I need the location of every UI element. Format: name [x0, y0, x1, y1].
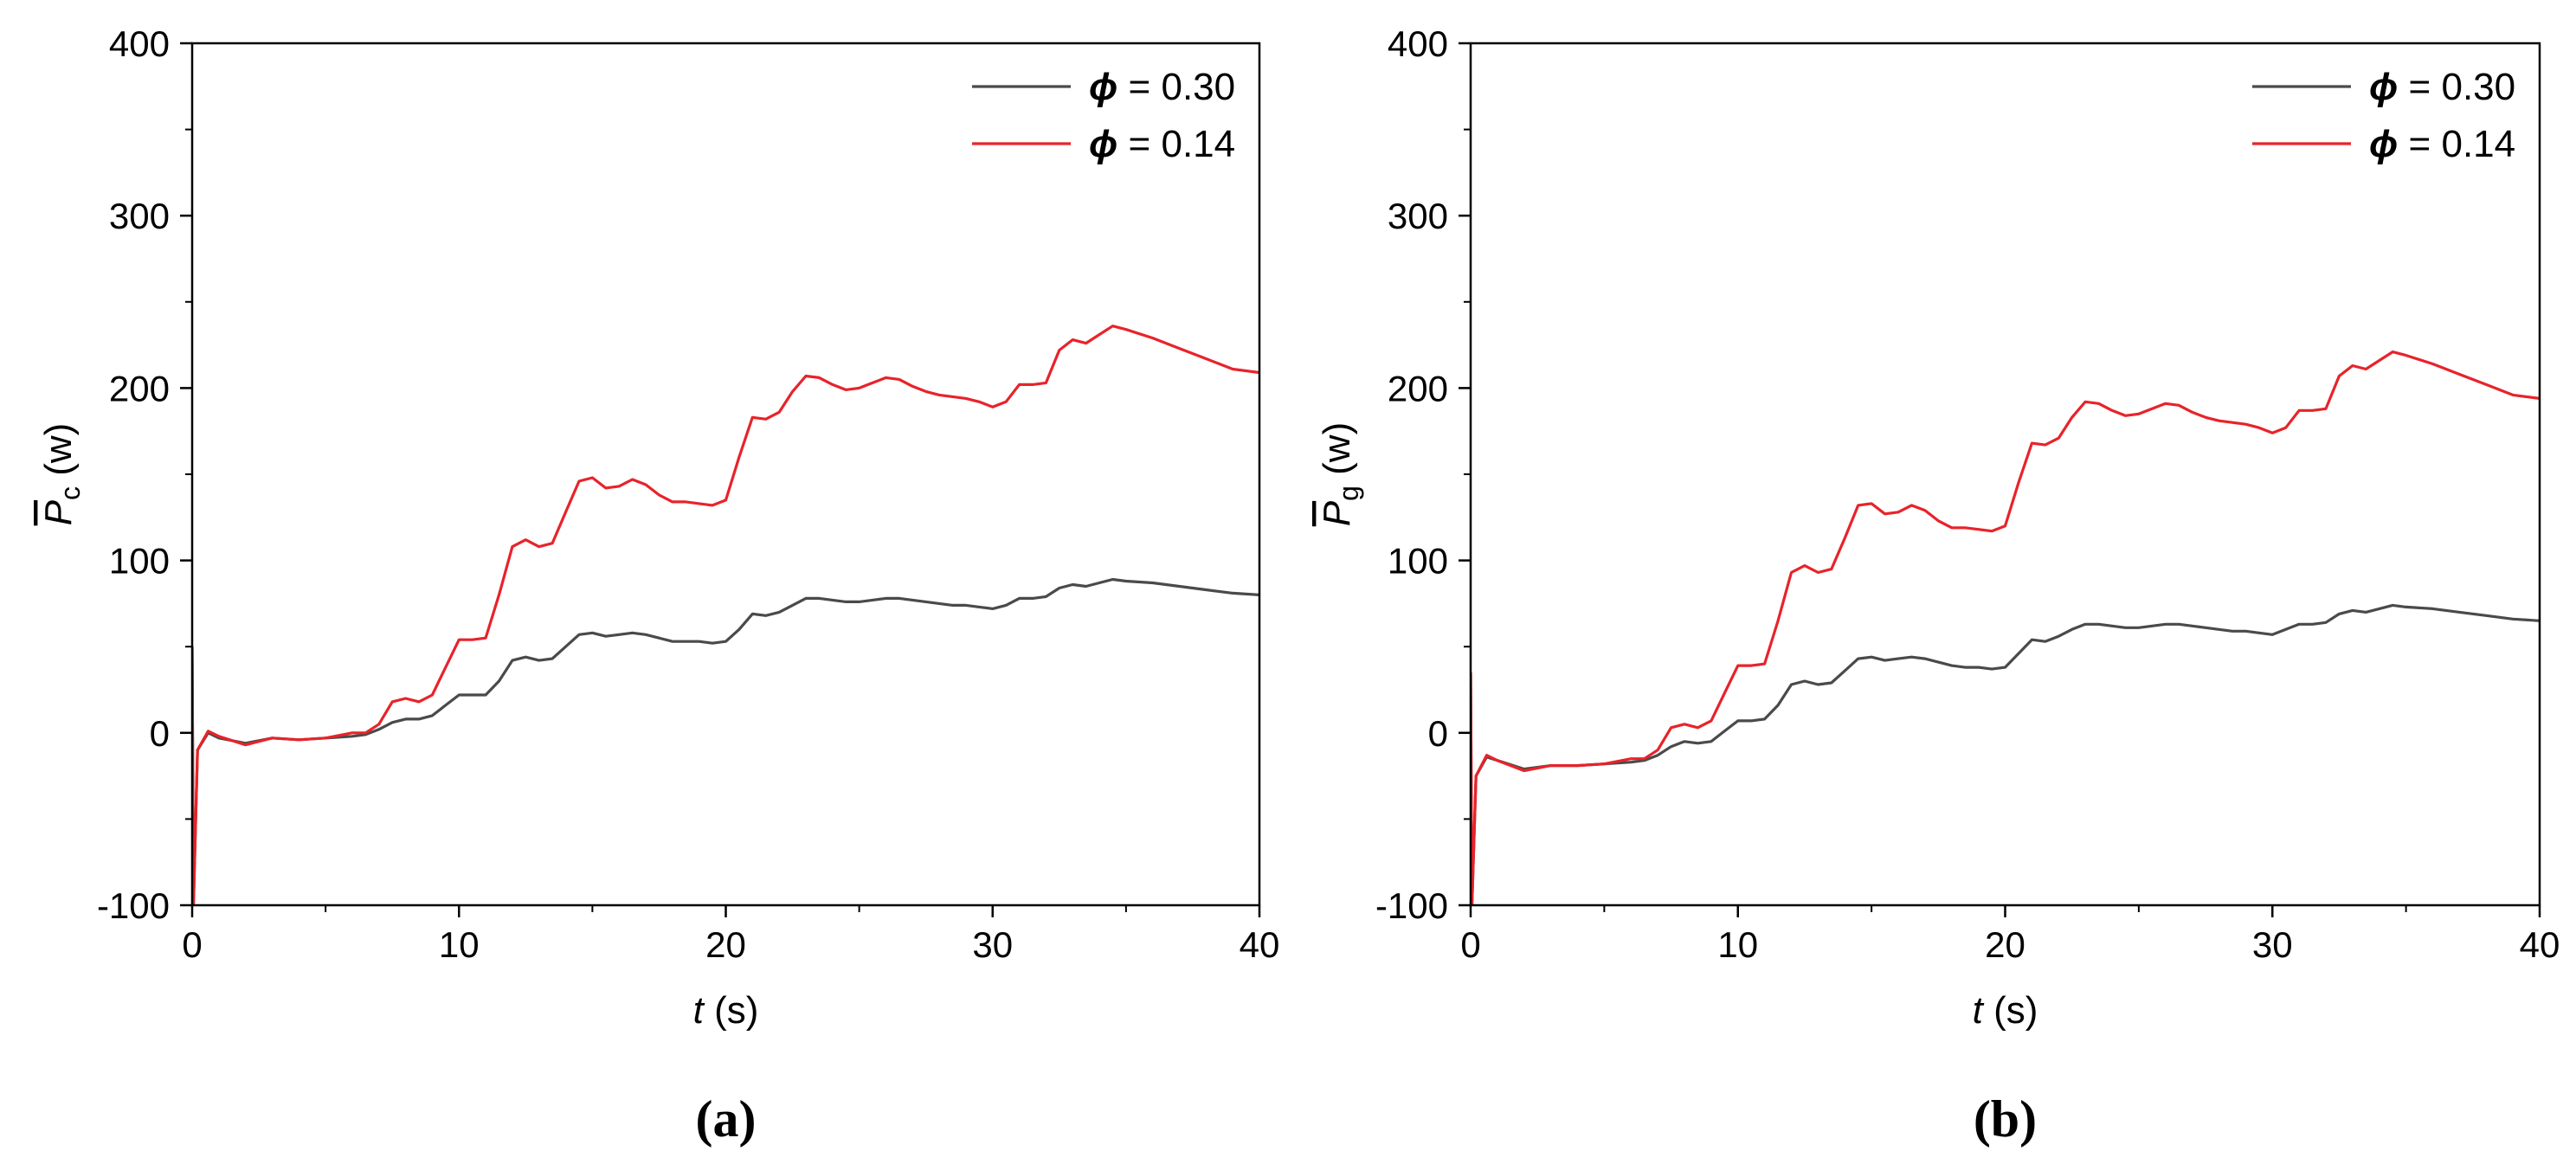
x-axis-unit: (s): [1993, 989, 2038, 1032]
legend-phi-symbol: ϕ: [1089, 66, 1117, 108]
legend-value: = 0.30: [1117, 66, 1235, 108]
y-axis-space: [37, 476, 80, 486]
legend: ϕ = 0.30ϕ = 0.14: [2252, 66, 2515, 165]
y-tick-label: 300: [1388, 196, 1448, 236]
plot-frame: [1469, 42, 2541, 907]
series-line-phi-014: [1471, 350, 2540, 905]
y-axis-label: Pc (w): [37, 423, 86, 526]
legend-value: = 0.14: [1117, 123, 1235, 165]
x-tick-label: 40: [2520, 924, 2560, 965]
y-axis-symbol: P: [1316, 500, 1358, 526]
y-axis-unit: (w): [1316, 422, 1358, 475]
x-tick-label: 20: [1985, 924, 2025, 965]
x-axis-space: [704, 989, 714, 1032]
x-tick-label: 0: [1460, 924, 1480, 965]
x-axis-space: [1983, 989, 1993, 1032]
y-axis-label: Pg (w): [1316, 422, 1364, 526]
series-line-phi-030: [192, 577, 1259, 905]
panel-label: (b): [1974, 1090, 2037, 1148]
plot-frame: [190, 42, 1261, 907]
y-tick-label: 100: [109, 541, 170, 582]
x-axis-unit: (s): [714, 989, 758, 1032]
y-axis-subscript: g: [1333, 486, 1364, 501]
x-tick-label: 0: [182, 924, 202, 965]
legend-phi-symbol: ϕ: [1089, 123, 1117, 165]
y-tick-label: 100: [1388, 541, 1448, 582]
y-axis-symbol: P: [37, 499, 80, 525]
x-tick-label: 20: [705, 924, 746, 965]
legend-label: ϕ = 0.14: [1089, 123, 1235, 165]
x-tick-label: 10: [1717, 924, 1758, 965]
x-axis-label: t (s): [1973, 989, 2038, 1032]
legend-value: = 0.30: [2398, 66, 2515, 108]
x-tick-label: 10: [439, 924, 480, 965]
legend-phi-symbol: ϕ: [2369, 123, 2398, 165]
x-axis-symbol: t: [1973, 989, 1985, 1032]
y-axis-subscript: c: [55, 486, 86, 500]
x-axis-symbol: t: [693, 989, 705, 1032]
y-tick-label: 0: [150, 713, 170, 754]
y-tick-label: 200: [1388, 368, 1448, 408]
legend-phi-symbol: ϕ: [2369, 66, 2398, 108]
legend-value: = 0.14: [2398, 123, 2515, 165]
x-axis-label: t (s): [693, 989, 759, 1032]
legend: ϕ = 0.30ϕ = 0.14: [972, 66, 1235, 165]
y-tick-label: 300: [109, 196, 170, 236]
legend-label: ϕ = 0.14: [2369, 123, 2515, 165]
y-axis-space: [1316, 475, 1358, 486]
panel-label: (a): [696, 1090, 757, 1148]
x-tick-label: 30: [2252, 924, 2293, 965]
chart-panel-a: 0 10 20 30 40 -100 0 100 200 300 400 t (s) Pc (w) ϕ =…: [37, 23, 1279, 1148]
y-tick-label: 0: [1428, 713, 1448, 754]
chart-panel-b: 0 10 20 30 40 -100 0 100 200 300 400 t (s) Pg (w) ϕ =…: [1316, 23, 2560, 1148]
y-tick-label: -100: [1375, 885, 1448, 926]
y-tick-label: 400: [1388, 23, 1448, 64]
legend-label: ϕ = 0.30: [1089, 66, 1235, 108]
y-tick-label: 400: [109, 23, 170, 64]
x-tick-label: 30: [972, 924, 1013, 965]
legend-label: ϕ = 0.30: [2369, 66, 2515, 108]
x-tick-label: 40: [1240, 924, 1280, 965]
y-tick-label: 200: [109, 368, 170, 408]
series-line-phi-030: [1471, 603, 2540, 905]
y-axis-unit: (w): [37, 423, 80, 476]
y-tick-label: -100: [97, 885, 170, 926]
series-line-phi-014: [192, 325, 1259, 905]
